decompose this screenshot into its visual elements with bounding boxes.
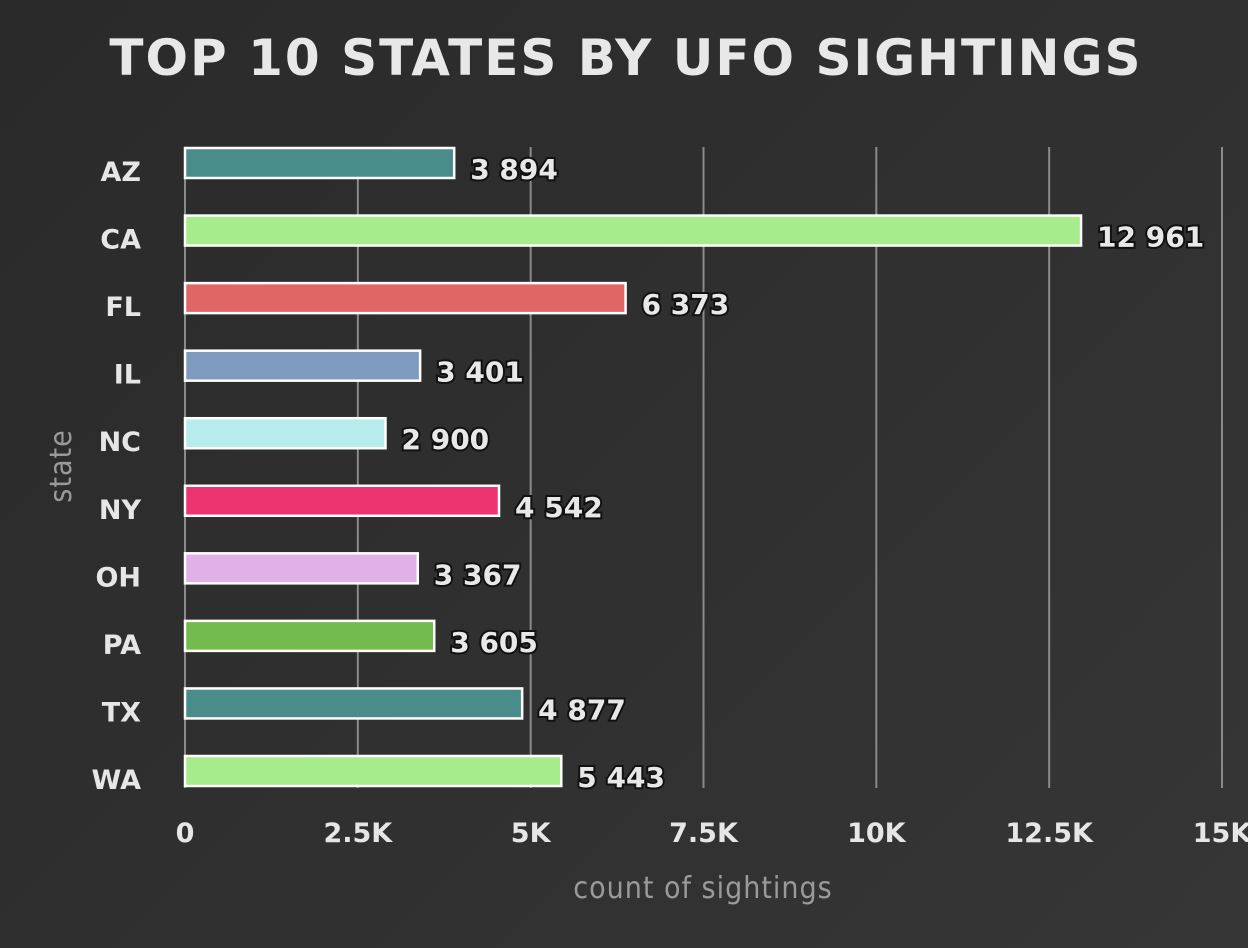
data-label: 3 367 xyxy=(434,558,522,591)
y-tick-label: TX xyxy=(102,697,141,728)
y-tick-label: IL xyxy=(114,360,141,391)
y-tick-label: WA xyxy=(92,765,142,796)
x-tick-label: 5K xyxy=(511,818,552,849)
data-label: 6 373 xyxy=(642,288,730,321)
y-tick-label: CA xyxy=(100,225,141,256)
y-axis-title: state xyxy=(44,429,79,502)
x-axis-title: count of sightings xyxy=(573,871,832,906)
bar-layer xyxy=(183,146,1083,788)
data-label: 3 894 xyxy=(470,153,558,186)
data-label: 4 877 xyxy=(538,693,626,726)
x-tick-label: 0 xyxy=(176,818,195,849)
bar-pa xyxy=(183,619,436,653)
data-label: 4 542 xyxy=(515,491,603,524)
y-tick-label: NY xyxy=(99,495,142,526)
x-tick-label: 10K xyxy=(847,818,907,849)
data-label: 5 443 xyxy=(577,761,665,794)
bar-ny xyxy=(183,484,501,518)
data-label: 3 605 xyxy=(450,626,538,659)
bar-nc xyxy=(183,416,387,450)
data-label: 3 401 xyxy=(436,356,524,389)
label-layer: 0 2.5K 5K 7.5K 10K 12.5K 15K AZ 3 894 CA 12 961 FL 6… xyxy=(92,151,1248,849)
bar-ca xyxy=(183,214,1083,247)
x-tick-label: 2.5K xyxy=(323,818,393,849)
y-tick-label: NC xyxy=(99,427,141,458)
bar-il xyxy=(183,349,422,382)
x-tick-label: 12.5K xyxy=(1005,818,1094,849)
bar-wa xyxy=(183,754,563,788)
x-tick-label: 15K xyxy=(1193,818,1248,849)
y-tick-label: FL xyxy=(105,292,141,323)
x-tick-label: 7.5K xyxy=(669,818,739,849)
chart-title: TOP 10 STATES BY UFO SIGHTINGS xyxy=(109,29,1142,87)
bar-oh xyxy=(183,552,420,585)
grid-layer xyxy=(184,147,1223,788)
y-tick-label: PA xyxy=(103,630,141,661)
bar-tx xyxy=(183,687,524,720)
data-label: 12 961 xyxy=(1097,221,1204,254)
bar-az xyxy=(183,146,456,180)
y-tick-label: OH xyxy=(95,562,141,593)
data-label: 2 900 xyxy=(401,423,489,456)
y-tick-label: AZ xyxy=(101,157,141,188)
bar-fl xyxy=(183,281,627,315)
